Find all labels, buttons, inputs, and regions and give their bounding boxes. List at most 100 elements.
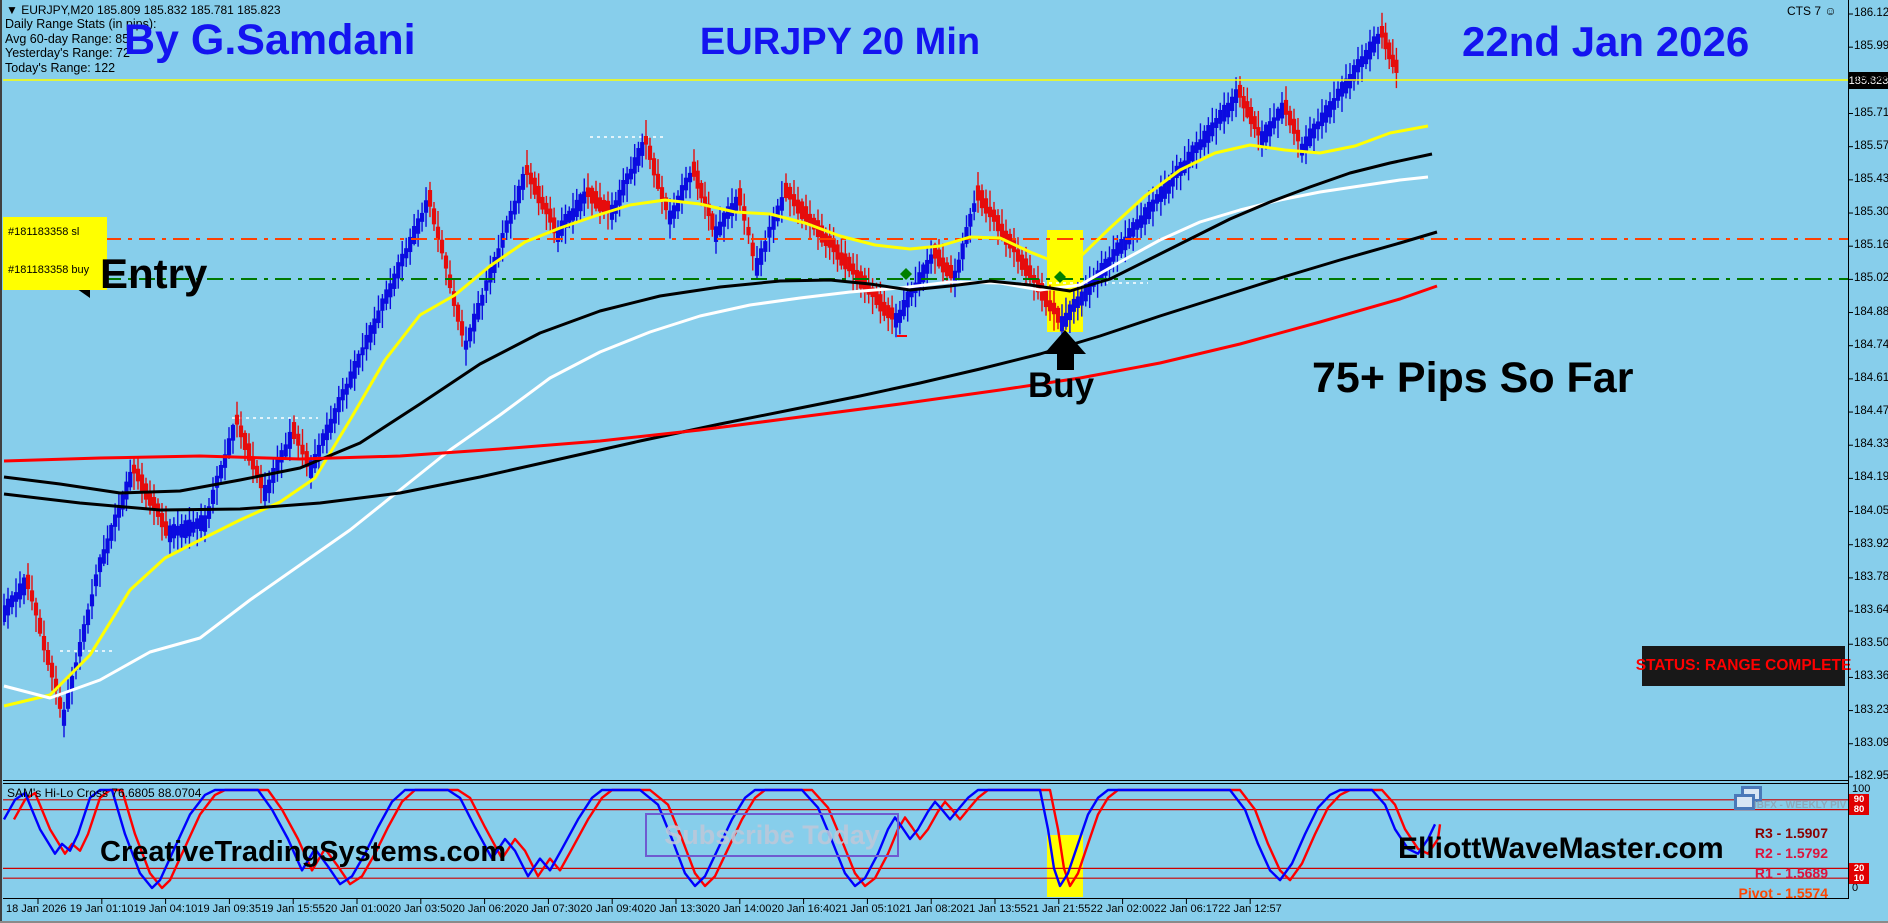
pivot-level-label: R1 - 1.5689 xyxy=(1754,865,1828,881)
price-tick-label: 184.470 xyxy=(1854,405,1888,418)
price-tick-label: 185.020 xyxy=(1854,272,1888,285)
time-tick-label: 21 Jan 08:20 xyxy=(899,903,963,915)
price-tick-label: 185.300 xyxy=(1854,206,1888,219)
page-title: EURJPY 20 Min xyxy=(699,21,981,63)
indicator-name-label: SAM's Hi-Lo Cross 76.6805 88.0704 xyxy=(7,786,202,800)
indicator-scale-label: 0 xyxy=(1852,882,1859,894)
order-sl-label: #181183358 sl xyxy=(8,226,80,238)
time-tick-label: 19 Jan 01:10 xyxy=(69,903,134,915)
time-tick-label: 21 Jan 13:55 xyxy=(963,903,1027,915)
time-tick-label: 18 Jan 2026 xyxy=(6,903,67,915)
time-tick-label: 20 Jan 07:30 xyxy=(516,903,581,915)
main-chart-area xyxy=(3,12,1848,738)
oscillator-blue-line xyxy=(3,788,1437,890)
black-slow-ma xyxy=(3,230,1438,512)
status-banner: STATUS: RANGE COMPLETE xyxy=(1636,646,1851,686)
buy-arrow-icon xyxy=(1044,330,1086,370)
subscribe-watermark-box[interactable]: Subscribe Today xyxy=(645,813,899,857)
cascade-windows-icon[interactable] xyxy=(1734,794,1755,810)
current-price-tag: 185.823 xyxy=(1849,72,1888,89)
indicator-level-badge: 80 xyxy=(1849,804,1869,816)
price-axis-line xyxy=(1848,0,1849,899)
symbol-dropdown-icon[interactable]: ▼ xyxy=(6,3,18,17)
symbol-ohlc-text: EURJPY,M20 185.809 185.832 185.781 185.8… xyxy=(21,3,281,17)
time-tick-label: 19 Jan 04:10 xyxy=(133,903,198,915)
window-left-edge xyxy=(0,0,2,923)
red-slow-ma xyxy=(3,284,1438,463)
price-tick-label: 184.330 xyxy=(1854,438,1888,451)
time-tick-label: 20 Jan 16:40 xyxy=(771,903,836,915)
time-tick-label: 20 Jan 13:30 xyxy=(644,903,708,915)
watermark-elliottwavemaster: ElliottWaveMaster.com xyxy=(1398,832,1724,865)
author-title: By G.Samdani xyxy=(124,16,416,64)
daily-range-stats: Daily Range Stats (in pips): Avg 60-day … xyxy=(5,17,156,75)
time-tick-label: 22 Jan 02:00 xyxy=(1090,903,1155,915)
time-tick-label: 21 Jan 21:55 xyxy=(1026,903,1091,915)
price-tick-label: 182.950 xyxy=(1854,769,1888,782)
account-badge: CTS 7 ☺ xyxy=(1787,4,1837,18)
pips-so-far-annotation: 75+ Pips So Far xyxy=(1312,354,1634,402)
price-tick-label: 184.055 xyxy=(1854,504,1888,517)
pivot-level-label: R2 - 1.5792 xyxy=(1754,845,1828,861)
order-buy-highlight: #181183358 buy xyxy=(3,252,107,290)
entry-annotation: Entry xyxy=(100,250,208,297)
price-tick-label: 183.920 xyxy=(1854,537,1888,550)
candlestick-series xyxy=(3,12,1399,738)
stats-line: Yesterday's Range: 72 xyxy=(5,46,130,60)
white-ma xyxy=(3,175,1429,700)
window-bottom-edge xyxy=(0,921,1888,923)
status-text: STATUS: RANGE COMPLETE xyxy=(1635,657,1852,674)
price-tick-label: 183.230 xyxy=(1854,703,1888,716)
price-tick-label: 185.710 xyxy=(1854,106,1888,119)
watermark-creativetradingsystems: CreativeTradingSystems.com xyxy=(100,836,507,868)
price-tick-label: 185.990 xyxy=(1854,40,1888,53)
stats-title: Daily Range Stats (in pips): xyxy=(5,17,157,31)
time-tick-label: 22 Jan 12:57 xyxy=(1218,903,1282,915)
buy-annotation: Buy xyxy=(1028,366,1095,405)
time-tick-label: 20 Jan 09:40 xyxy=(580,903,644,915)
indicator-area xyxy=(3,788,1848,897)
indicator-bottom-border xyxy=(3,898,1848,899)
price-tick-label: 184.885 xyxy=(1854,305,1888,318)
indicator-level-badge: 10 xyxy=(1849,872,1869,884)
indicator-scale-label: 100 xyxy=(1852,783,1871,795)
price-tick-label: 183.640 xyxy=(1854,604,1888,617)
time-tick-label: 20 Jan 14:00 xyxy=(707,903,772,915)
price-tick-label: 186.125 xyxy=(1854,7,1888,19)
weekly-pivots-label: IBFX - WEEKLY PIVOTS xyxy=(1754,800,1846,811)
price-tick-label: 183.780 xyxy=(1854,570,1888,583)
pivot-level-label: Pivot - 1.5574 xyxy=(1738,885,1829,901)
time-tick-label: 20 Jan 06:20 xyxy=(452,903,517,915)
main-chart-bottom-border xyxy=(3,780,1848,781)
price-tick-label: 184.195 xyxy=(1854,471,1888,484)
date-title: 22nd Jan 2026 xyxy=(1462,18,1750,65)
price-tick-label: 185.575 xyxy=(1854,139,1888,152)
indicator-level-badge: 20 xyxy=(1849,862,1869,874)
subscribe-watermark-text: Subscribe Today xyxy=(664,819,880,850)
price-tick-label: 183.365 xyxy=(1854,670,1888,683)
price-tick-label: 183.090 xyxy=(1854,736,1888,749)
time-tick-label: 19 Jan 15:55 xyxy=(261,903,325,915)
account-label: CTS 7 xyxy=(1787,4,1822,18)
indicator-level-badge: 90 xyxy=(1849,794,1869,806)
price-tick-label: 184.610 xyxy=(1854,371,1888,384)
smiley-icon: ☺ xyxy=(1824,4,1837,18)
indicator-top-border xyxy=(3,783,1848,784)
black-fast-ma xyxy=(3,152,1433,495)
stats-line: Today's Range: 122 xyxy=(5,60,116,75)
price-tick-label: 184.745 xyxy=(1854,338,1888,351)
symbol-info-line: ▼ EURJPY,M20 185.809 185.832 185.781 185… xyxy=(6,3,281,17)
buy-signal-arrow-icon xyxy=(900,268,912,280)
yellow-ma xyxy=(3,124,1429,708)
time-tick-label: 19 Jan 09:35 xyxy=(197,903,262,915)
stats-line: Avg 60-day Range: 85 xyxy=(5,31,130,46)
buy-signal-arrow-icon xyxy=(1054,271,1066,283)
pivot-level-label: R3 - 1.5907 xyxy=(1754,825,1828,841)
price-tick-label: 183.505 xyxy=(1854,637,1888,650)
price-tick-label: 185.160 xyxy=(1854,239,1888,252)
time-tick-label: 21 Jan 05:10 xyxy=(835,903,900,915)
time-tick-label: 22 Jan 06:17 xyxy=(1154,903,1219,915)
time-tick-label: 20 Jan 03:50 xyxy=(388,903,453,915)
